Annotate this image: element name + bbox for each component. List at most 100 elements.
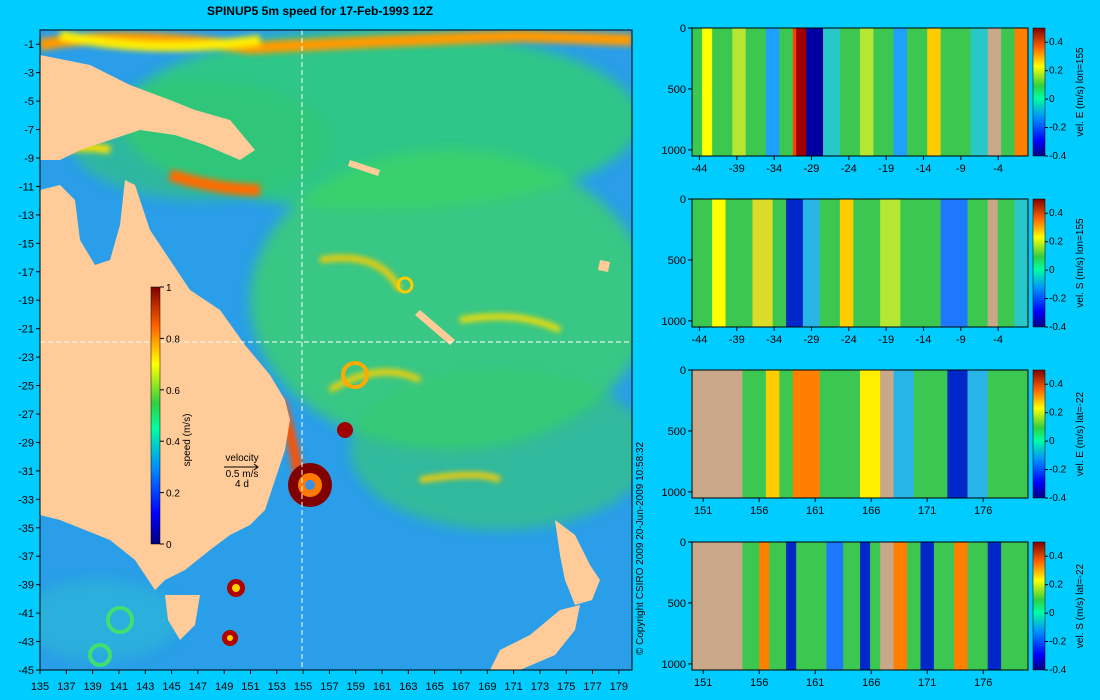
map-y-tick-label: -13 xyxy=(18,210,34,222)
section-colorbar-tick-label: -0.4 xyxy=(1049,151,1067,162)
section-y-tick-label: 500 xyxy=(668,598,686,610)
map-x-tick-label: 161 xyxy=(373,681,391,693)
section-panel: 151 156 161 166 171 176 0 500 1000 0.4 0.2 0 -0.2 -0.… xyxy=(662,365,1086,517)
map-y-tick-label: -39 xyxy=(18,580,34,592)
section-y-tick-label: 1000 xyxy=(662,487,686,499)
section-column xyxy=(907,542,921,670)
section-colorbar-tick-label: 0.4 xyxy=(1049,379,1063,390)
section-colorbar-tick-label: 0 xyxy=(1049,436,1055,447)
map-x-tick-label: 165 xyxy=(425,681,443,693)
section-column xyxy=(933,542,955,670)
section-colorbar-tick-label: -0.4 xyxy=(1049,322,1067,333)
section-column xyxy=(920,542,935,670)
section-y-tick-label: 0 xyxy=(680,23,686,35)
section-column xyxy=(765,28,780,156)
map-x-tick-label: 151 xyxy=(241,681,259,693)
section-x-tick-label: -19 xyxy=(878,334,894,346)
map-x-tick-label: 155 xyxy=(294,681,312,693)
section-x-tick-label: 171 xyxy=(918,677,936,689)
section-column xyxy=(954,542,969,670)
section-x-tick-label: 156 xyxy=(750,505,768,517)
section-colorbar xyxy=(1032,541,1046,671)
section-column xyxy=(823,28,841,156)
section-column xyxy=(796,28,807,156)
section-x-tick-label: -24 xyxy=(841,163,857,175)
map-x-tick-label: 159 xyxy=(347,681,365,693)
section-column xyxy=(927,28,942,156)
map-x-tick-label: 153 xyxy=(268,681,286,693)
map-x-tick-label: 173 xyxy=(531,681,549,693)
section-panel: -44 -39 -34 -29 -24 -19 -14 -9 -4 0 500 1000 0.4 0.2 0… xyxy=(662,194,1086,346)
map-y-tick-label: -19 xyxy=(18,295,34,307)
map-y-tick-label: -9 xyxy=(24,153,34,165)
map-y-tick-label: -31 xyxy=(18,466,34,478)
section-column xyxy=(893,542,908,670)
section-x-tick-label: 151 xyxy=(694,677,712,689)
section-y-tick-label: 0 xyxy=(680,194,686,206)
map-x-tick-label: 137 xyxy=(57,681,75,693)
section-column xyxy=(1001,542,1029,670)
section-x-tick-label: -19 xyxy=(878,163,894,175)
map-colorbar-tick-label: 0.6 xyxy=(166,386,180,397)
section-x-tick-label: -34 xyxy=(766,163,782,175)
map-colorbar-tick-label: 0.8 xyxy=(166,334,180,345)
section-column xyxy=(839,199,854,327)
section-column xyxy=(880,542,895,670)
map-y-tick-label: -5 xyxy=(24,96,34,108)
section-column xyxy=(752,199,774,327)
section-colorbar-label: vel. S (m/s) lon=155 xyxy=(1075,218,1086,308)
section-column xyxy=(880,370,895,498)
section-column xyxy=(987,542,1002,670)
section-x-tick-label: -39 xyxy=(729,334,745,346)
section-y-tick-label: 1000 xyxy=(662,145,686,157)
section-x-tick-label: 176 xyxy=(974,677,992,689)
section-x-tick-label: 176 xyxy=(974,505,992,517)
map-x-tick-label: 135 xyxy=(31,681,49,693)
section-column xyxy=(913,370,948,498)
section-x-tick-label: 161 xyxy=(806,505,824,517)
map-y-tick-label: -21 xyxy=(18,324,34,336)
section-column xyxy=(692,542,743,670)
speed-map xyxy=(40,30,632,670)
section-column xyxy=(806,28,824,156)
section-colorbar-tick-label: 0.2 xyxy=(1049,580,1063,591)
map-y-tick-label: -23 xyxy=(18,352,34,364)
section-column xyxy=(759,542,770,670)
section-column xyxy=(769,542,787,670)
section-column xyxy=(967,542,989,670)
section-x-tick-label: -4 xyxy=(993,163,1003,175)
section-colorbar-tick-label: 0.4 xyxy=(1049,208,1063,219)
map-y-tick-label: -25 xyxy=(18,381,34,393)
section-colorbar-tick-label: -0.2 xyxy=(1049,294,1067,305)
section-column xyxy=(900,199,942,327)
map-y-tick-label: -45 xyxy=(18,665,34,677)
section-column xyxy=(940,199,969,327)
section-x-tick-label: 151 xyxy=(694,505,712,517)
map-y-tick-label: -3 xyxy=(24,68,34,80)
section-x-tick-label: -24 xyxy=(841,334,857,346)
section-x-tick-label: 161 xyxy=(806,677,824,689)
map-y-tick-label: -17 xyxy=(18,267,34,279)
map-x-tick-label: 163 xyxy=(399,681,417,693)
velocity-key-scale: 0.5 m/s xyxy=(226,469,259,480)
section-x-tick-label: 171 xyxy=(918,505,936,517)
velocity-key: velocity 0.5 m/s 4 d xyxy=(224,453,259,490)
section-column xyxy=(712,199,727,327)
section-column xyxy=(779,370,794,498)
section-colorbar-tick-label: -0.2 xyxy=(1049,123,1067,134)
map-colorbar-tick-label: 0 xyxy=(166,540,172,551)
section-column xyxy=(796,542,827,670)
section-column xyxy=(987,199,999,327)
velocity-key-label: velocity xyxy=(225,453,258,464)
copyright-text: © Copyright CSIRO 2009 20-Jun-2009 10:58… xyxy=(635,442,646,655)
map-x-tick-label: 145 xyxy=(162,681,180,693)
section-column xyxy=(967,370,989,498)
section-colorbar-tick-label: -0.4 xyxy=(1049,493,1067,504)
section-colorbar xyxy=(1032,198,1046,328)
section-y-tick-label: 500 xyxy=(668,84,686,96)
section-column xyxy=(873,28,895,156)
section-column xyxy=(792,28,797,156)
section-column xyxy=(802,199,821,327)
section-column xyxy=(826,542,844,670)
map-x-tick-label: 139 xyxy=(83,681,101,693)
